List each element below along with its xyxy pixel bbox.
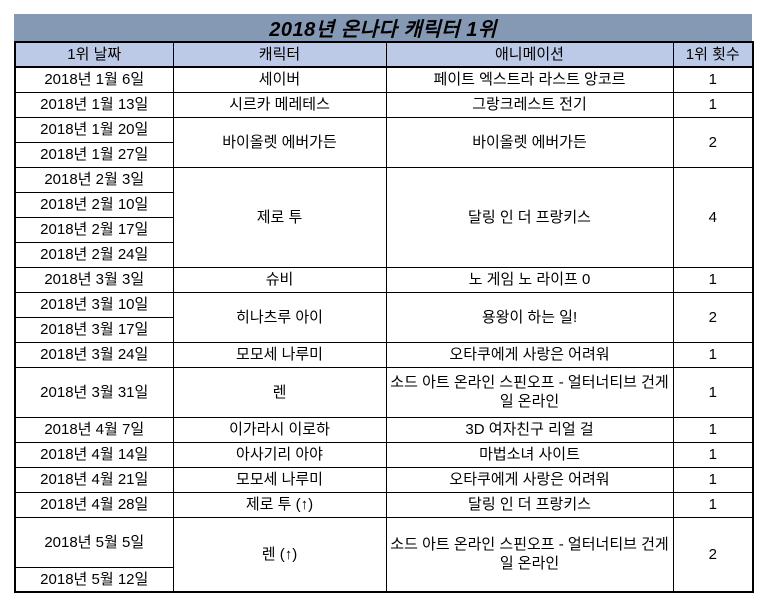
animation-cell: 소드 아트 온라인 스핀오프 - 얼터너티브 건게일 온라인 xyxy=(385,366,674,418)
count-cell: 2 xyxy=(672,291,754,343)
character-cell: 이가라시 이로하 xyxy=(172,416,387,443)
date-cell: 2018년 4월 28일 xyxy=(14,491,174,518)
count-cell: 1 xyxy=(672,491,754,518)
count-cell: 1 xyxy=(672,66,754,93)
character-cell: 제로 투 (↑) xyxy=(172,491,387,518)
character-cell: 제로 투 xyxy=(172,166,387,268)
animation-cell: 달링 인 더 프랑키스 xyxy=(385,491,674,518)
date-cell: 2018년 2월 17일 xyxy=(14,216,174,243)
date-cell: 2018년 2월 24일 xyxy=(14,241,174,268)
table-row: 2018년 1월 13일 시르카 메레테스 그랑크레스트 전기 1 xyxy=(14,91,754,118)
character-cell: 세이버 xyxy=(172,66,387,93)
date-cell: 2018년 1월 27일 xyxy=(14,141,174,168)
table-row: 2018년 3월 10일 히나츠루 아이 용왕이 하는 일! 2 xyxy=(14,291,754,343)
animation-cell: 달링 인 더 프랑키스 xyxy=(385,166,674,268)
date-cell: 2018년 5월 5일 xyxy=(14,516,174,568)
animation-cell: 그랑크레스트 전기 xyxy=(385,91,674,118)
animation-cell: 3D 여자친구 리얼 걸 xyxy=(385,416,674,443)
date-cell: 2018년 3월 31일 xyxy=(14,366,174,418)
animation-cell: 소드 아트 온라인 스핀오프 - 얼터너티브 건게일 온라인 xyxy=(385,516,674,593)
table-row: 2018년 4월 14일 아사기리 아야 마법소녀 사이트 1 xyxy=(14,441,754,468)
date-cell: 2018년 2월 10일 xyxy=(14,191,174,218)
character-cell: 바이올렛 에버가든 xyxy=(172,116,387,168)
character-cell: 모모세 나루미 xyxy=(172,341,387,368)
table-row: 2018년 3월 24일 모모세 나루미 오타쿠에게 사랑은 어려워 1 xyxy=(14,341,754,368)
character-cell: 아사기리 아야 xyxy=(172,441,387,468)
count-cell: 1 xyxy=(672,266,754,293)
count-cell: 1 xyxy=(672,341,754,368)
date-cell: 2018년 3월 24일 xyxy=(14,341,174,368)
count-cell: 1 xyxy=(672,441,754,468)
table-row: 2018년 4월 21일 모모세 나루미 오타쿠에게 사랑은 어려워 1 xyxy=(14,466,754,493)
ranking-table: 1위 날짜 캐릭터 애니메이션 1위 횟수 2018년 1월 6일 세이버 페이트 … xyxy=(14,41,754,593)
page-title: 2018년 온나다 캐릭터 1위 xyxy=(14,14,752,41)
date-cell: 2018년 2월 3일 xyxy=(14,166,174,193)
column-header-count: 1위 횟수 xyxy=(672,41,754,68)
date-cell: 2018년 4월 21일 xyxy=(14,466,174,493)
date-cell: 2018년 3월 3일 xyxy=(14,266,174,293)
animation-cell: 오타쿠에게 사랑은 어려워 xyxy=(385,466,674,493)
character-cell: 시르카 메레테스 xyxy=(172,91,387,118)
table-row: 2018년 2월 3일 제로 투 달링 인 더 프랑키스 4 xyxy=(14,166,754,268)
date-cell: 2018년 1월 6일 xyxy=(14,66,174,93)
date-cell: 2018년 4월 7일 xyxy=(14,416,174,443)
character-cell: 렌 xyxy=(172,366,387,418)
character-cell: 히나츠루 아이 xyxy=(172,291,387,343)
date-cell: 2018년 3월 17일 xyxy=(14,316,174,343)
count-cell: 4 xyxy=(672,166,754,268)
date-cell: 2018년 5월 12일 xyxy=(14,566,174,593)
ranking-sheet: 2018년 온나다 캐릭터 1위 1위 날짜 캐릭터 애니메이션 1위 횟수 2… xyxy=(14,14,754,593)
column-header-date: 1위 날짜 xyxy=(14,41,174,68)
animation-cell: 페이트 엑스트라 라스트 앙코르 xyxy=(385,66,674,93)
count-cell: 1 xyxy=(672,91,754,118)
animation-cell: 노 게임 노 라이프 0 xyxy=(385,266,674,293)
table-row: 2018년 1월 20일 바이올렛 에버가든 바이올렛 에버가든 2 xyxy=(14,116,754,168)
table-row: 2018년 5월 5일 렌 (↑) 소드 아트 온라인 스핀오프 - 얼터너티브 건… xyxy=(14,516,754,593)
count-cell: 2 xyxy=(672,116,754,168)
animation-cell: 마법소녀 사이트 xyxy=(385,441,674,468)
count-cell: 1 xyxy=(672,416,754,443)
character-cell: 슈비 xyxy=(172,266,387,293)
column-header-animation: 애니메이션 xyxy=(385,41,674,68)
date-cell: 2018년 3월 10일 xyxy=(14,291,174,318)
header-row: 1위 날짜 캐릭터 애니메이션 1위 횟수 xyxy=(14,41,754,68)
ranking-table-body: 2018년 1월 6일 세이버 페이트 엑스트라 라스트 앙코르 1 2018년 1월 … xyxy=(14,66,754,593)
animation-cell: 용왕이 하는 일! xyxy=(385,291,674,343)
table-row: 2018년 4월 28일 제로 투 (↑) 달링 인 더 프랑키스 1 xyxy=(14,491,754,518)
character-cell: 모모세 나루미 xyxy=(172,466,387,493)
count-cell: 2 xyxy=(672,516,754,593)
table-row: 2018년 1월 6일 세이버 페이트 엑스트라 라스트 앙코르 1 xyxy=(14,66,754,93)
count-cell: 1 xyxy=(672,366,754,418)
date-cell: 2018년 1월 20일 xyxy=(14,116,174,143)
animation-cell: 오타쿠에게 사랑은 어려워 xyxy=(385,341,674,368)
animation-cell: 바이올렛 에버가든 xyxy=(385,116,674,168)
character-cell: 렌 (↑) xyxy=(172,516,387,593)
count-cell: 1 xyxy=(672,466,754,493)
column-header-character: 캐릭터 xyxy=(172,41,387,68)
date-cell: 2018년 1월 13일 xyxy=(14,91,174,118)
date-cell: 2018년 4월 14일 xyxy=(14,441,174,468)
table-row: 2018년 3월 31일 렌 소드 아트 온라인 스핀오프 - 얼터너티브 건게일 … xyxy=(14,366,754,418)
table-header: 1위 날짜 캐릭터 애니메이션 1위 횟수 xyxy=(14,41,754,68)
